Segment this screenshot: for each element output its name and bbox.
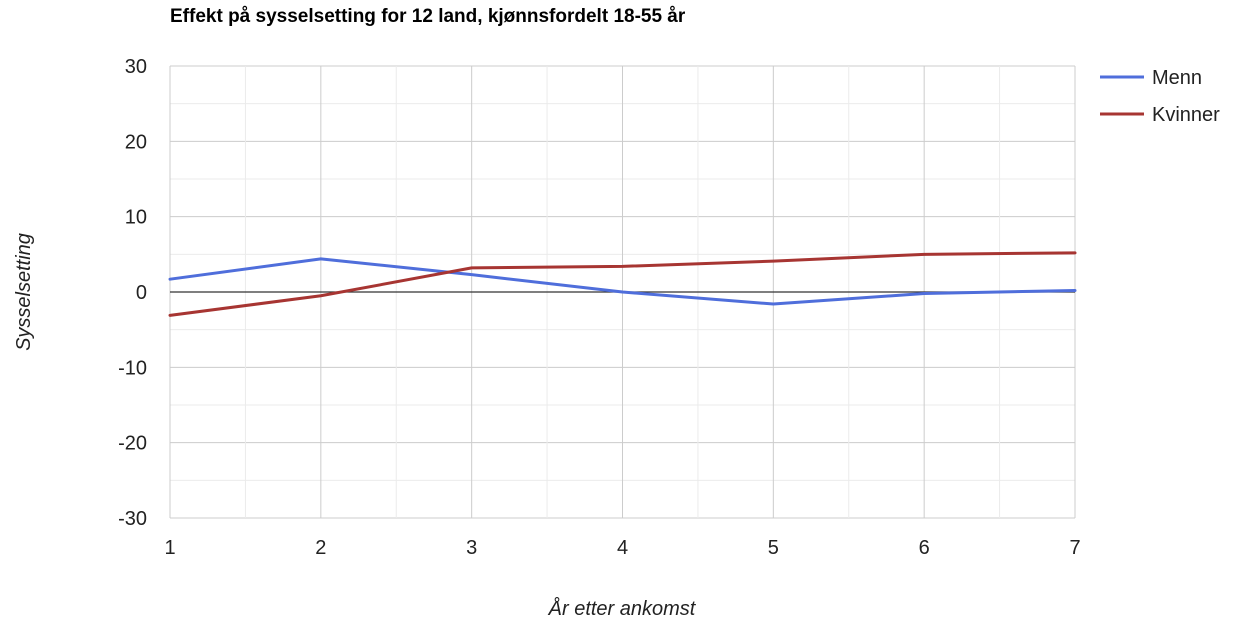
x-tick-label: 3 <box>466 537 477 559</box>
y-tick-label: -30 <box>118 508 147 530</box>
grid <box>169 65 1076 519</box>
x-axis-title: År etter ankomst <box>548 597 697 620</box>
y-tick-label: -20 <box>118 433 147 455</box>
x-tick-label: 2 <box>315 537 326 559</box>
series-line-kvinner <box>168 251 1077 317</box>
x-tick-label: 5 <box>768 537 779 559</box>
y-tick-labels: 30 20 10 0 -10 -20 -30 <box>118 56 147 530</box>
y-tick-label: 20 <box>125 131 147 153</box>
x-tick-label: 4 <box>617 537 628 559</box>
chart-title: Effekt på sysselsetting for 12 land, kjø… <box>170 6 686 27</box>
legend: Menn Kvinner <box>1100 67 1220 126</box>
x-tick-labels: 1 2 3 4 5 6 7 <box>164 537 1080 559</box>
series-layer <box>168 251 1077 317</box>
y-tick-label: -10 <box>118 357 147 379</box>
y-tick-label: 30 <box>125 56 147 78</box>
y-tick-label: 0 <box>136 282 147 304</box>
y-tick-label: 10 <box>125 207 147 229</box>
x-tick-label: 7 <box>1069 537 1080 559</box>
y-axis-title: Sysselsetting <box>13 233 35 351</box>
legend-label-menn: Menn <box>1152 67 1202 89</box>
legend-label-kvinner: Kvinner <box>1152 104 1220 126</box>
x-tick-label: 6 <box>919 537 930 559</box>
x-tick-label: 1 <box>164 537 175 559</box>
series-line-menn <box>168 257 1077 306</box>
